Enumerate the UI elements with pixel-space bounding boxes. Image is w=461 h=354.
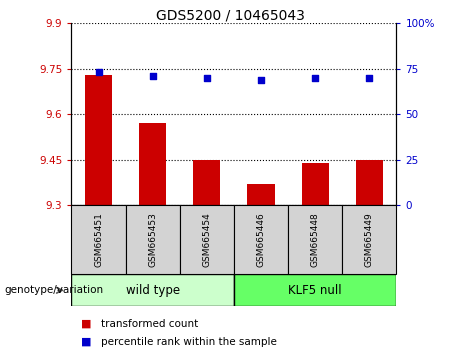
Bar (125, 205, 180, 274)
Bar (234, 274, 396, 306)
Point (203, 75, 211, 80)
Bar (193, 160, 220, 205)
Text: percentile rank within the sample: percentile rank within the sample (101, 337, 278, 347)
Text: transformed count: transformed count (101, 319, 199, 329)
Bar (301, 163, 329, 205)
Text: wild type: wild type (126, 284, 180, 297)
Text: ■: ■ (81, 319, 91, 329)
Text: KLF5 null: KLF5 null (289, 284, 342, 297)
Text: GSM665454: GSM665454 (202, 212, 212, 267)
Bar (356, 160, 383, 205)
Bar (248, 184, 275, 205)
Point (312, 75, 319, 80)
Text: genotype/variation: genotype/variation (5, 285, 104, 295)
Bar (288, 205, 342, 274)
Point (366, 75, 373, 80)
Text: GSM665453: GSM665453 (148, 212, 157, 267)
Text: GSM665448: GSM665448 (311, 212, 320, 267)
Text: ■: ■ (81, 337, 91, 347)
Bar (342, 205, 396, 274)
Bar (71, 205, 125, 274)
Text: GSM665451: GSM665451 (94, 212, 103, 267)
Point (257, 77, 265, 82)
Bar (180, 205, 234, 274)
Bar (71, 274, 234, 306)
Text: GSM665446: GSM665446 (256, 212, 266, 267)
Bar (85, 75, 112, 205)
Bar (139, 123, 166, 205)
Point (149, 73, 156, 79)
Text: GSM665449: GSM665449 (365, 212, 374, 267)
Bar (234, 205, 288, 274)
Point (95, 69, 102, 75)
Text: GDS5200 / 10465043: GDS5200 / 10465043 (156, 9, 305, 23)
